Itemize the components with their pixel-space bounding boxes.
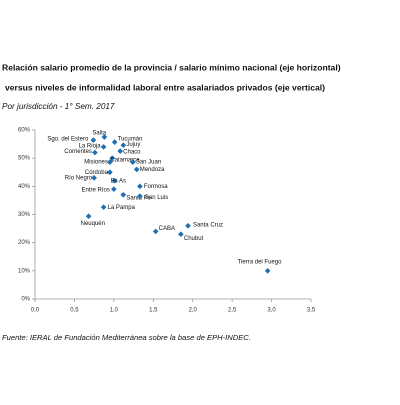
point-label: La Rioja xyxy=(79,143,102,149)
point-label: Catamarca xyxy=(110,158,140,164)
point-label: Misiones xyxy=(84,160,108,166)
point xyxy=(185,222,191,229)
point xyxy=(90,137,97,143)
x-tick-label: 3,5 xyxy=(307,308,316,314)
chart-title: versus niveles de informalidad laboral e… xyxy=(5,82,325,92)
point xyxy=(85,213,92,220)
point xyxy=(107,159,113,165)
y-tick-label: 60% xyxy=(18,128,31,134)
point xyxy=(120,191,127,198)
point xyxy=(92,149,98,156)
point-label: Chubut xyxy=(184,236,204,242)
point xyxy=(137,183,143,190)
x-tick-label: 2,0 xyxy=(189,308,198,314)
point-label: Sgo. del Estero xyxy=(47,137,89,143)
y-tick-label: 10% xyxy=(18,268,31,274)
point xyxy=(100,204,107,211)
point-label: Corrientes xyxy=(64,149,92,155)
point xyxy=(111,177,118,184)
point xyxy=(100,144,107,150)
x-tick-label: 1,0 xyxy=(110,308,119,314)
point-label: Río Negro xyxy=(65,175,93,181)
x-tick-label: 0,0 xyxy=(31,308,40,314)
point xyxy=(111,139,118,145)
y-tick-label: 50% xyxy=(18,156,31,162)
x-tick-label: 2,5 xyxy=(228,308,237,314)
x-tick-label: 3,0 xyxy=(267,308,276,314)
point-label: Mendoza xyxy=(140,167,165,173)
point xyxy=(91,175,97,181)
y-tick-label: 30% xyxy=(18,212,31,218)
point-label: Bs As xyxy=(111,178,126,184)
point xyxy=(133,166,140,173)
point xyxy=(111,186,117,192)
x-tick-label: 1,5 xyxy=(149,308,158,314)
point xyxy=(109,155,116,161)
y-tick-label: 20% xyxy=(18,240,31,246)
point-label: Santa Cruz xyxy=(193,222,223,228)
point-label: Santa Fe xyxy=(126,195,151,201)
point-label: Formosa xyxy=(144,184,168,190)
point-label: La Pampa xyxy=(108,205,136,211)
point-label: Entre Ríos xyxy=(81,188,109,194)
source-note: Fuente: IERAL de Fundación Mediterránea … xyxy=(2,333,251,342)
point xyxy=(152,228,159,235)
chart-title: Relación salario promedio de la provinci… xyxy=(2,62,341,72)
point-label: Chaco xyxy=(123,150,141,156)
point xyxy=(101,134,108,140)
point xyxy=(107,169,113,176)
point-label: CABA xyxy=(159,226,175,232)
point-label: Jujuy xyxy=(126,142,140,148)
point-label: San Luis xyxy=(145,195,168,201)
point-label: Neuquén xyxy=(81,221,105,227)
point xyxy=(120,142,127,149)
y-tick-label: 0% xyxy=(21,297,30,303)
point xyxy=(264,268,271,274)
x-tick-label: 0,5 xyxy=(70,308,79,314)
y-tick-label: 40% xyxy=(18,184,31,190)
point xyxy=(129,159,136,165)
point xyxy=(117,148,123,154)
point-label: Córdoba xyxy=(85,170,109,176)
point xyxy=(178,231,184,238)
point-label: San Juan xyxy=(136,160,161,166)
point-label: Salta xyxy=(92,131,106,137)
point-label: Tierra del Fuego xyxy=(238,259,282,265)
point xyxy=(137,193,143,200)
chart-subtitle: Por jurisdicción - 1° Sem. 2017 xyxy=(2,102,115,111)
point-label: Tucumán xyxy=(118,137,143,143)
